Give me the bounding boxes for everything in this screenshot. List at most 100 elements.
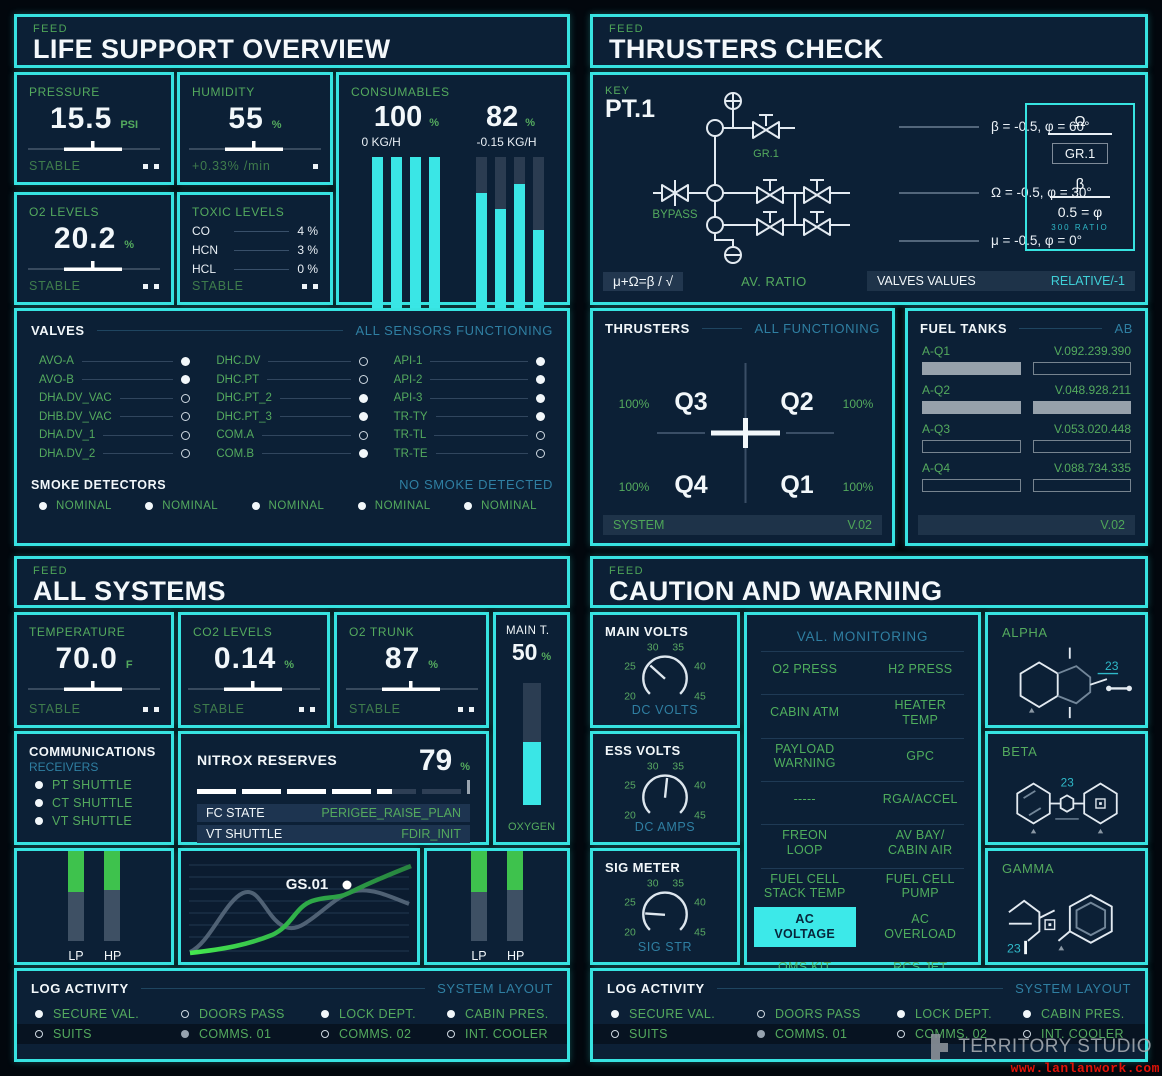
segment xyxy=(422,789,461,794)
divider-line xyxy=(140,988,426,989)
receiver-status-dot xyxy=(35,781,43,789)
o2-reserves-group: 100% 0 KG/H O2 RESERVES xyxy=(362,101,452,332)
gauge-caption: DC VOLTS xyxy=(631,703,699,717)
valve-label: API-3 xyxy=(393,392,423,405)
smoke-label: NOMINAL xyxy=(268,500,325,512)
trend-slider-icon xyxy=(188,681,320,691)
divider-line xyxy=(761,694,964,695)
main-t-tile: MAIN T. 50% OXYGEN xyxy=(493,612,570,845)
valve-status-dot xyxy=(181,393,191,403)
version-bar: V.02 xyxy=(918,515,1135,535)
monitor-item[interactable]: FREON LOOP xyxy=(782,828,828,857)
gas-value: 4 % xyxy=(297,224,318,238)
gauge-label: MAIN VOLTS xyxy=(605,624,689,639)
svg-text:25: 25 xyxy=(624,897,636,908)
gr1-chip[interactable]: GR.1 xyxy=(1051,143,1109,164)
monitor-item[interactable]: AC OVERLOAD xyxy=(884,912,957,941)
watermark-url: www.lanlanwork.com xyxy=(1010,1061,1160,1076)
indicator-squares xyxy=(299,706,315,712)
valves-values-bar[interactable]: VALVES VALUES RELATIVE/-1 xyxy=(867,271,1135,291)
thruster-q1[interactable]: Q1 xyxy=(780,471,814,499)
monitor-item[interactable]: FUEL CELL PUMP xyxy=(885,871,955,901)
segment xyxy=(377,789,416,794)
section-label: VAL. MONITORING xyxy=(796,629,929,644)
bar xyxy=(533,157,545,309)
monitor-item[interactable]: PAYLOAD WARNING xyxy=(773,741,836,771)
toxic-levels-tile: TOXIC LEVELS CO 4 % HCN 3 % HCL 0 % STABLE xyxy=(177,192,333,305)
section-label: THRUSTERS xyxy=(605,321,690,336)
feed-label: FEED xyxy=(609,565,644,577)
nitrox-segment-bar xyxy=(197,780,470,794)
svg-text:35: 35 xyxy=(672,878,684,889)
monitor-item[interactable]: GPC xyxy=(906,748,935,763)
log-label: SUITS xyxy=(629,1027,668,1041)
valve-label: COM.B xyxy=(216,447,255,460)
bar-end-bracket xyxy=(467,780,470,794)
svg-text:20: 20 xyxy=(624,928,636,939)
leader-line xyxy=(435,416,528,418)
monitor-item[interactable]: CABIN ATM xyxy=(770,705,840,720)
section-status: AB xyxy=(1114,321,1133,336)
svg-text:30: 30 xyxy=(647,642,659,653)
thruster-q3[interactable]: Q3 xyxy=(674,388,708,416)
monitor-item[interactable]: O2 PRESS xyxy=(772,662,838,677)
metric-value: 87 xyxy=(384,642,421,675)
life-support-panel: FEED LIFE SUPPORT OVERVIEW PRESSURE 15.5… xyxy=(14,14,570,546)
feed-label: FEED xyxy=(609,23,644,35)
thruster-q2[interactable]: Q2 xyxy=(780,388,814,416)
consumables-tile: CONSUMABLES 100% 0 KG/H O2 RESERVES 82% … xyxy=(336,72,570,332)
metric-value: 15.5 xyxy=(49,102,113,135)
thruster-pct: 100% xyxy=(842,480,874,494)
section-status: SYSTEM LAYOUT xyxy=(1015,981,1131,996)
svg-text:40: 40 xyxy=(694,661,706,672)
caution-panel: FEED CAUTION AND WARNING MAIN VOLTS 30 35… xyxy=(590,556,1148,1062)
valve-label: API-2 xyxy=(393,373,423,386)
monitor-item[interactable]: HEATER TEMP xyxy=(894,698,947,727)
equation: β = -0.5, φ = 60° xyxy=(991,119,1090,134)
metric-status: STABLE xyxy=(29,279,81,293)
log-label: SECURE VAL. xyxy=(53,1007,140,1021)
svg-text:25: 25 xyxy=(624,780,636,791)
metric-status: STABLE xyxy=(29,702,81,716)
pressure-tile: PRESSURE 15.5 PSI STABLE xyxy=(14,72,174,185)
valve-label: COM.A xyxy=(216,429,255,442)
main-volts-tile: MAIN VOLTS 30 35 25 40 20 45 DC VOLTS xyxy=(590,612,740,728)
alpha-molecule-icon: 23 xyxy=(1019,647,1132,719)
lp-hp-bars xyxy=(68,850,120,941)
section-label: FUEL TANKS xyxy=(920,321,1008,336)
leader-line xyxy=(434,434,528,436)
metric-label: O2 TRUNK xyxy=(349,625,415,639)
divider-line xyxy=(761,824,964,825)
indicator-squares xyxy=(143,163,159,169)
monitor-item[interactable]: FUEL CELL STACK TEMP xyxy=(763,871,846,901)
valve-label: DHA.DV_VAC xyxy=(39,392,112,405)
bypass-label: BYPASS xyxy=(652,209,697,221)
leader-line xyxy=(279,416,351,418)
monitor-item-active[interactable]: AC VOLTAGE xyxy=(753,907,856,947)
valve-status-dot xyxy=(358,449,368,459)
monitor-item[interactable]: AV BAY/ CABIN AIR xyxy=(887,828,953,857)
monitor-item[interactable]: RGA/ACCEL xyxy=(882,792,958,807)
gas-value: 3 % xyxy=(297,243,318,257)
tank-name: A-Q1 xyxy=(922,344,951,358)
fuel-tanks-tile: FUEL TANKS AB A-Q1 V.092.239.390 A-Q2 V.048… xyxy=(905,308,1148,546)
all-systems-panel: FEED ALL SYSTEMS TEMPERATURE 70.0 F STABL… xyxy=(14,556,570,1062)
log-status-dot xyxy=(321,1010,329,1018)
valve-status-dot xyxy=(358,356,368,366)
section-label: VALVES xyxy=(31,323,85,338)
log-status-dot xyxy=(757,1010,765,1018)
thruster-q4[interactable]: Q4 xyxy=(674,471,708,499)
valve-status-dot xyxy=(181,412,191,422)
svg-text:35: 35 xyxy=(672,642,684,653)
log-row: SECURE VAL. DOORS PASS LOCK DEPT. CABIN … xyxy=(17,1004,567,1024)
monitor-item[interactable]: H2 PRESS xyxy=(888,662,953,677)
log-status-dot xyxy=(447,1030,455,1038)
valves-col-3: API-1 API-2 API-3 TR-TY TR-TL TR-TE xyxy=(394,352,545,463)
tank-bar xyxy=(922,440,1021,453)
valve-status-dot xyxy=(535,356,545,366)
trend-slider-icon xyxy=(28,681,160,691)
av-ratio-label: AV. RATIO xyxy=(741,273,807,289)
monitor-item[interactable]: ----- xyxy=(793,792,816,807)
log-status-dot xyxy=(181,1010,189,1018)
panel-title: CAUTION AND WARNING xyxy=(609,576,943,606)
